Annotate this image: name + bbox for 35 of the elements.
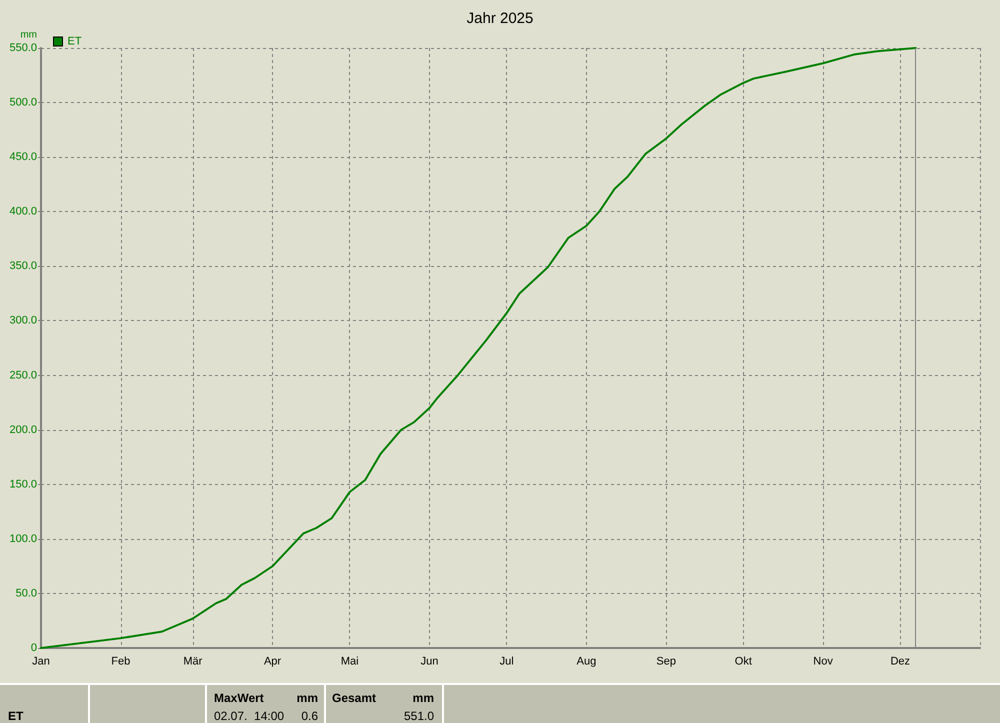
x-tick-label: Aug (576, 656, 596, 668)
x-tick-label: Okt (734, 656, 752, 668)
y-tick-label: 450.0 (9, 151, 37, 164)
y-tick-label: 400.0 (9, 206, 37, 218)
y-axis-title: mm (20, 30, 37, 40)
x-tick-label: Dez (890, 656, 910, 668)
text: mm (412, 691, 434, 705)
text: MaxWert (214, 691, 264, 705)
y-tick-label: 350.0 (9, 260, 37, 272)
text: ET (8, 709, 24, 723)
text: Gesamt (332, 691, 376, 705)
x-tick-label: Sep (656, 656, 676, 668)
y-tick-label: 50.0 (16, 587, 37, 600)
y-tick-label: 0 (30, 642, 37, 654)
x-tick-label: Apr (264, 656, 282, 668)
chart-title: Jahr 2025 (466, 10, 534, 27)
y-tick-label: 550.0 (9, 42, 37, 54)
x-tick-label: Jul (500, 656, 514, 668)
x-tick-label: Mai (340, 656, 359, 668)
y-tick-label: 300.0 (9, 314, 37, 327)
x-tick-label: Jun (420, 656, 438, 668)
y-tick-label: 250.0 (9, 369, 37, 382)
text: mm (296, 691, 318, 705)
x-tick-label: Mär (183, 656, 203, 668)
x-tick-label: Jan (32, 656, 50, 668)
y-tick-label: 500.0 (9, 96, 37, 109)
y-tick-label: 200.0 (9, 424, 37, 436)
text: 0.6 (301, 709, 318, 723)
x-tick-label: Feb (111, 656, 130, 668)
y-tick-label: 150.0 (9, 478, 37, 490)
legend-label: ET (68, 36, 82, 48)
x-tick-label: Nov (813, 656, 834, 668)
text: 02.07. 14:00 (214, 709, 284, 723)
text: 551.0 (404, 709, 434, 723)
y-tick-label: 100.0 (9, 532, 37, 545)
